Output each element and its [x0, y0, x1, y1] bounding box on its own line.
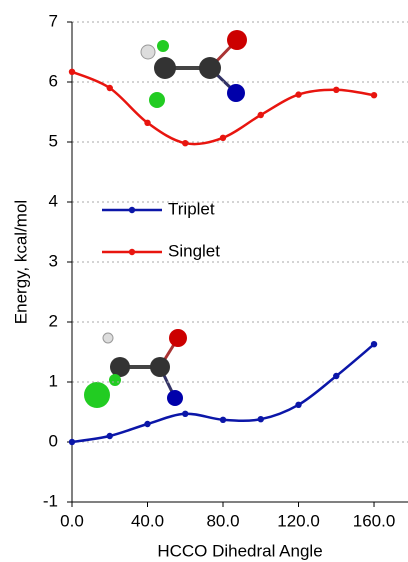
point [144, 421, 150, 427]
point [220, 417, 226, 423]
page: {"chart_data": {"type": "line", "x_label… [0, 0, 408, 562]
y-tick-label: 6 [49, 71, 58, 90]
legend-marker [129, 249, 135, 255]
point [258, 112, 264, 118]
point [144, 120, 150, 126]
point [69, 439, 75, 445]
point [371, 341, 377, 347]
point [182, 140, 188, 146]
legend-marker [129, 207, 135, 213]
point [295, 402, 301, 408]
point [333, 87, 339, 93]
point [333, 373, 339, 379]
y-tick-label: 5 [49, 131, 58, 150]
y-tick-label: 4 [49, 191, 58, 210]
point [295, 91, 301, 97]
point [107, 433, 113, 439]
molecule-triplet [84, 329, 187, 408]
legend-label: Triplet [168, 199, 215, 218]
x-tick-label: 0.0 [60, 511, 84, 530]
point [371, 92, 377, 98]
legend-label: Singlet [168, 241, 220, 260]
point [69, 69, 75, 75]
x-tick-label: 40.0 [131, 511, 164, 530]
point [107, 85, 113, 91]
x-axis-label: HCCO Dihedral Angle [157, 541, 322, 560]
y-tick-label: -1 [43, 491, 58, 510]
point [258, 416, 264, 422]
x-tick-label: 160.0 [353, 511, 396, 530]
y-tick-label: 7 [49, 11, 58, 30]
line [72, 72, 374, 144]
y-tick-label: 0 [49, 431, 58, 450]
chart: Energy, kcal/mol HCCO Dihedral Angle -10… [0, 0, 408, 562]
point [220, 135, 226, 141]
molecule-singlet [141, 30, 247, 108]
y-tick-label: 3 [49, 251, 58, 270]
y-tick-label: 1 [49, 371, 58, 390]
y-axis-label: Energy, kcal/mol [11, 200, 30, 324]
point [182, 411, 188, 417]
x-tick-label: 80.0 [206, 511, 239, 530]
y-tick-label: 2 [49, 311, 58, 330]
x-tick-label: 120.0 [277, 511, 320, 530]
